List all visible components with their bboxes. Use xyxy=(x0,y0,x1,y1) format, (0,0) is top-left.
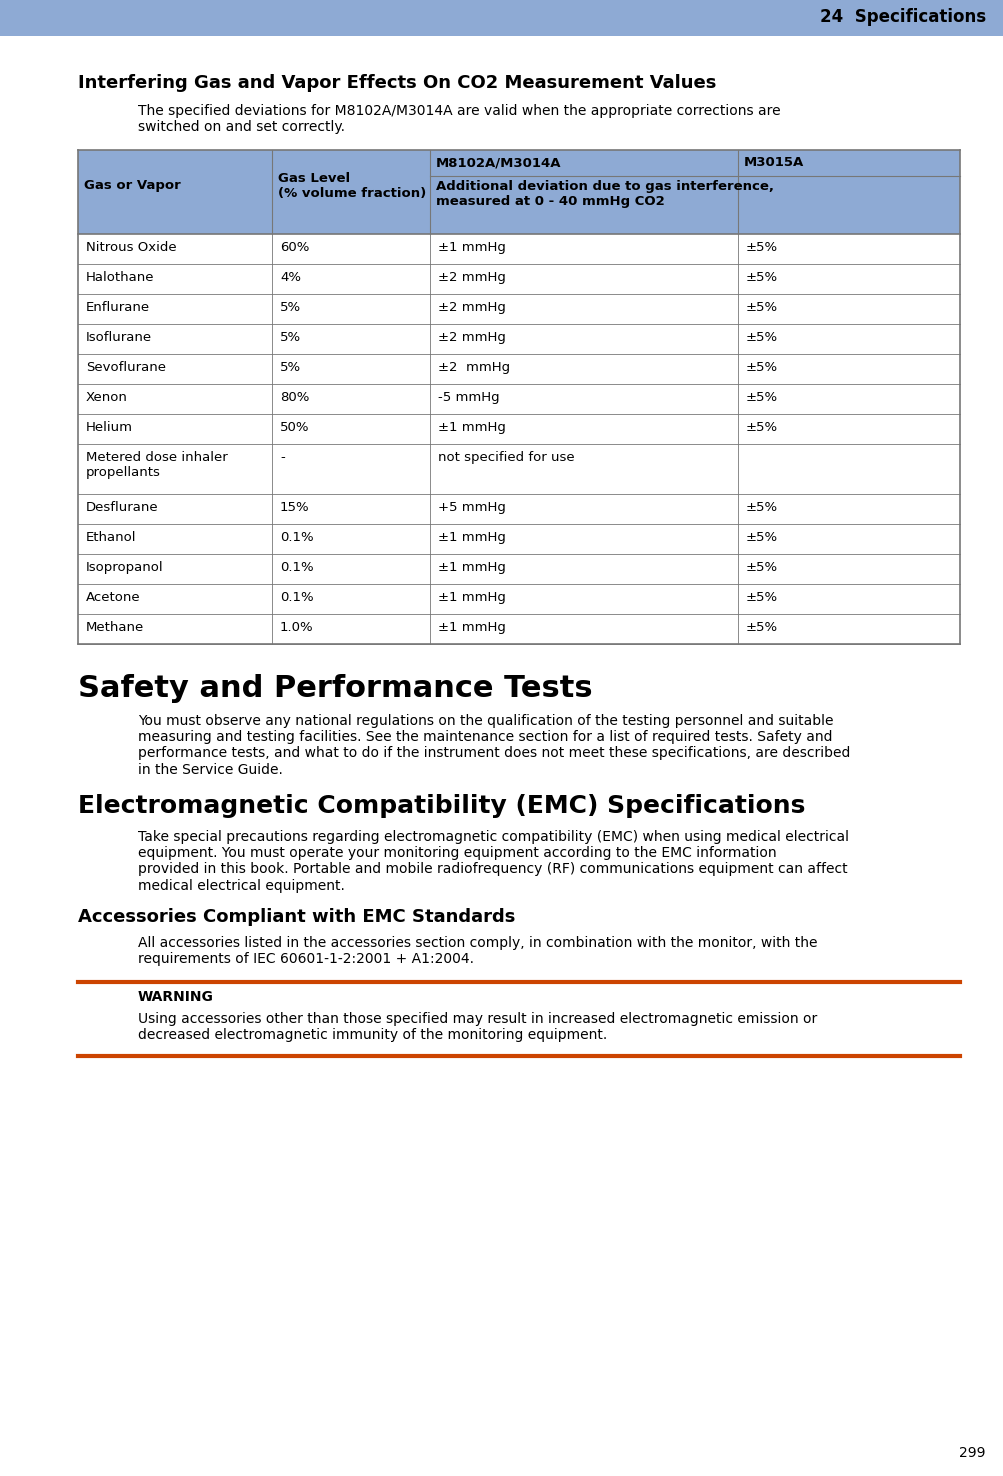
Text: 5%: 5% xyxy=(280,301,301,314)
Text: Take special precautions regarding electromagnetic compatibility (EMC) when usin: Take special precautions regarding elect… xyxy=(137,830,849,893)
Text: ±5%: ±5% xyxy=(745,500,777,514)
Text: ±5%: ±5% xyxy=(745,362,777,373)
Text: Desflurane: Desflurane xyxy=(86,500,158,514)
Text: ±1 mmHg: ±1 mmHg xyxy=(437,590,506,604)
Text: Halothane: Halothane xyxy=(86,272,154,283)
Text: Isoflurane: Isoflurane xyxy=(86,331,152,344)
Text: ±1 mmHg: ±1 mmHg xyxy=(437,421,506,434)
Text: ±2  mmHg: ±2 mmHg xyxy=(437,362,510,373)
Bar xyxy=(78,444,959,494)
Text: ±5%: ±5% xyxy=(745,621,777,635)
Text: Xenon: Xenon xyxy=(86,391,127,404)
Text: 4%: 4% xyxy=(280,272,301,283)
Text: Using accessories other than those specified may result in increased electromagn: Using accessories other than those speci… xyxy=(137,1013,816,1042)
Text: 0.1%: 0.1% xyxy=(280,531,313,545)
Bar xyxy=(78,294,959,325)
Text: ±5%: ±5% xyxy=(745,272,777,283)
Bar xyxy=(78,354,959,384)
Text: not specified for use: not specified for use xyxy=(437,452,574,463)
Bar xyxy=(78,384,959,413)
Text: Interfering Gas and Vapor Effects On CO2 Measurement Values: Interfering Gas and Vapor Effects On CO2… xyxy=(78,74,716,92)
Text: ±5%: ±5% xyxy=(745,590,777,604)
Text: Helium: Helium xyxy=(86,421,132,434)
Text: You must observe any national regulations on the qualification of the testing pe: You must observe any national regulation… xyxy=(137,714,850,776)
Text: 5%: 5% xyxy=(280,331,301,344)
Bar xyxy=(0,0,1003,35)
Text: 0.1%: 0.1% xyxy=(280,561,313,574)
Text: Sevoflurane: Sevoflurane xyxy=(86,362,165,373)
Text: 24  Specifications: 24 Specifications xyxy=(819,7,985,27)
Text: ±5%: ±5% xyxy=(745,391,777,404)
Text: Nitrous Oxide: Nitrous Oxide xyxy=(86,241,177,254)
Text: M3015A: M3015A xyxy=(743,156,803,168)
Text: -5 mmHg: -5 mmHg xyxy=(437,391,499,404)
Text: 299: 299 xyxy=(959,1446,985,1460)
Text: ±5%: ±5% xyxy=(745,301,777,314)
Text: 1.0%: 1.0% xyxy=(280,621,313,635)
Text: Gas Level
(% volume fraction): Gas Level (% volume fraction) xyxy=(278,173,426,201)
Text: WARNING: WARNING xyxy=(137,990,214,1004)
Text: Isopropanol: Isopropanol xyxy=(86,561,163,574)
Bar xyxy=(78,554,959,584)
Text: M8102A/M3014A: M8102A/M3014A xyxy=(435,156,561,168)
Text: Methane: Methane xyxy=(86,621,144,635)
Text: Ethanol: Ethanol xyxy=(86,531,136,545)
Bar xyxy=(78,325,959,354)
Bar xyxy=(78,413,959,444)
Text: 5%: 5% xyxy=(280,362,301,373)
Text: ±1 mmHg: ±1 mmHg xyxy=(437,241,506,254)
Text: ±5%: ±5% xyxy=(745,241,777,254)
Text: Acetone: Acetone xyxy=(86,590,140,604)
Text: ±5%: ±5% xyxy=(745,531,777,545)
Bar xyxy=(78,614,959,644)
Text: Enflurane: Enflurane xyxy=(86,301,150,314)
Text: The specified deviations for M8102A/M3014A are valid when the appropriate correc: The specified deviations for M8102A/M301… xyxy=(137,103,780,134)
Text: ±1 mmHg: ±1 mmHg xyxy=(437,621,506,635)
Bar xyxy=(78,584,959,614)
Text: 80%: 80% xyxy=(280,391,309,404)
Text: 0.1%: 0.1% xyxy=(280,590,313,604)
Text: 15%: 15% xyxy=(280,500,309,514)
Text: Gas or Vapor: Gas or Vapor xyxy=(84,180,181,192)
Text: Additional deviation due to gas interference,
measured at 0 - 40 mmHg CO2: Additional deviation due to gas interfer… xyxy=(435,180,773,208)
Text: Safety and Performance Tests: Safety and Performance Tests xyxy=(78,675,592,703)
Bar xyxy=(78,235,959,264)
Text: ±5%: ±5% xyxy=(745,421,777,434)
Text: ±5%: ±5% xyxy=(745,561,777,574)
Bar xyxy=(78,494,959,524)
Bar xyxy=(78,151,959,235)
Text: 50%: 50% xyxy=(280,421,309,434)
Text: ±2 mmHg: ±2 mmHg xyxy=(437,272,506,283)
Text: Electromagnetic Compatibility (EMC) Specifications: Electromagnetic Compatibility (EMC) Spec… xyxy=(78,794,804,818)
Text: +5 mmHg: +5 mmHg xyxy=(437,500,506,514)
Text: Accessories Compliant with EMC Standards: Accessories Compliant with EMC Standards xyxy=(78,908,515,925)
Text: ±2 mmHg: ±2 mmHg xyxy=(437,301,506,314)
Bar xyxy=(78,524,959,554)
Text: ±5%: ±5% xyxy=(745,331,777,344)
Text: 60%: 60% xyxy=(280,241,309,254)
Bar xyxy=(78,264,959,294)
Text: -: - xyxy=(280,452,285,463)
Text: All accessories listed in the accessories section comply, in combination with th: All accessories listed in the accessorie… xyxy=(137,936,816,967)
Text: ±2 mmHg: ±2 mmHg xyxy=(437,331,506,344)
Text: Metered dose inhaler
propellants: Metered dose inhaler propellants xyxy=(86,452,228,480)
Text: ±1 mmHg: ±1 mmHg xyxy=(437,561,506,574)
Text: ±1 mmHg: ±1 mmHg xyxy=(437,531,506,545)
